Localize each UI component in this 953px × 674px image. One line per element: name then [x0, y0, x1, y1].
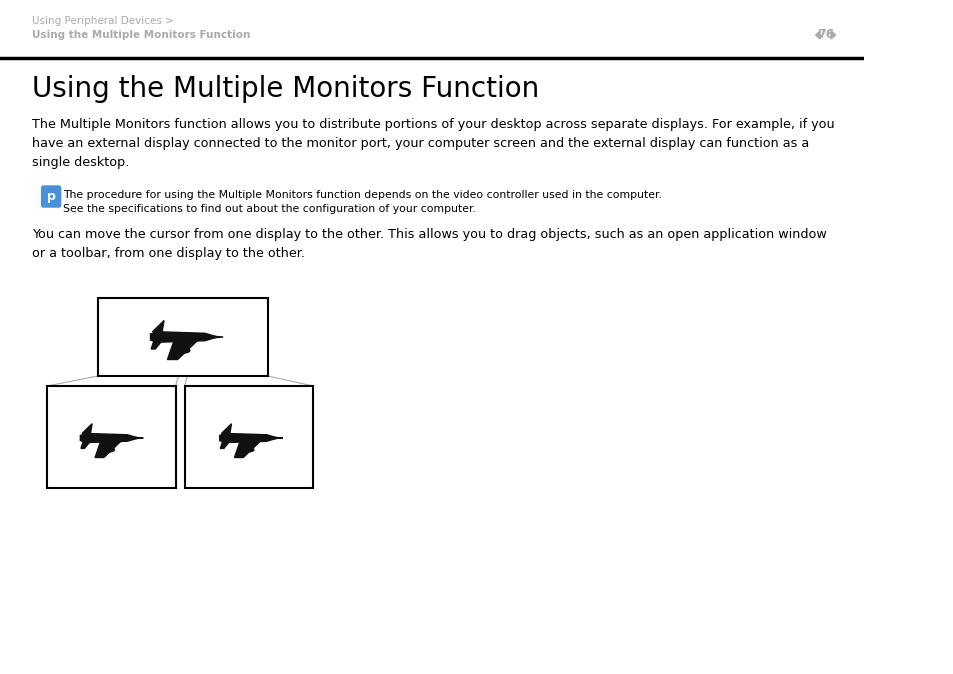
Polygon shape [234, 441, 261, 458]
Ellipse shape [174, 348, 190, 353]
Polygon shape [221, 424, 232, 434]
Polygon shape [135, 437, 143, 439]
Polygon shape [151, 341, 162, 349]
Polygon shape [220, 441, 230, 448]
Text: The Multiple Monitors function allows you to distribute portions of your desktop: The Multiple Monitors function allows yo… [31, 118, 834, 169]
Polygon shape [213, 336, 223, 338]
Text: p: p [47, 190, 55, 203]
Text: You can move the cursor from one display to the other. This allows you to drag o: You can move the cursor from one display… [31, 228, 825, 260]
Text: Using Peripheral Devices >: Using Peripheral Devices > [31, 16, 173, 26]
Text: See the specifications to find out about the configuration of your computer.: See the specifications to find out about… [63, 204, 476, 214]
Polygon shape [81, 441, 91, 448]
Polygon shape [168, 340, 198, 359]
Bar [185, 386, 313, 488]
Polygon shape [95, 441, 121, 458]
Ellipse shape [101, 448, 114, 452]
Polygon shape [80, 433, 136, 443]
Ellipse shape [241, 448, 253, 452]
Bar [97, 298, 268, 376]
FancyBboxPatch shape [42, 186, 61, 207]
Polygon shape [82, 424, 92, 434]
Text: Using the Multiple Monitors Function: Using the Multiple Monitors Function [31, 30, 250, 40]
Polygon shape [274, 437, 282, 439]
Text: The procedure for using the Multiple Monitors function depends on the video cont: The procedure for using the Multiple Mon… [63, 190, 661, 200]
Polygon shape [830, 31, 835, 39]
Bar [47, 386, 175, 488]
Polygon shape [219, 433, 275, 443]
Text: Using the Multiple Monitors Function: Using the Multiple Monitors Function [31, 75, 538, 103]
Polygon shape [815, 31, 820, 39]
Polygon shape [151, 332, 214, 342]
Polygon shape [152, 321, 164, 332]
Text: 76: 76 [816, 28, 833, 42]
